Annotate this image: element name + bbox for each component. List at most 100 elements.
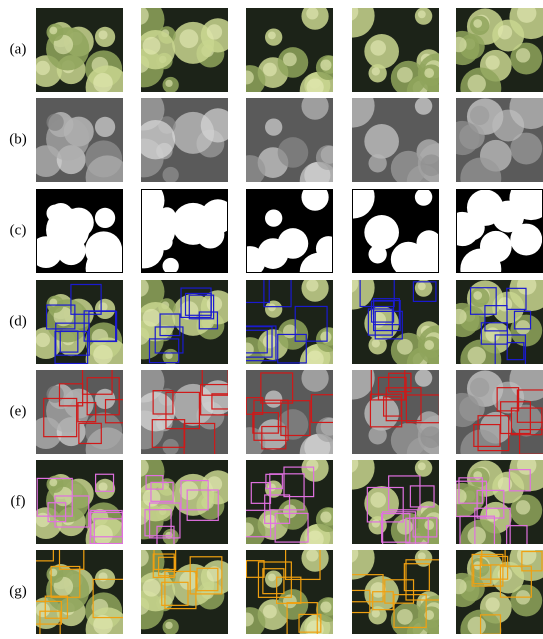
canopy-blob (470, 197, 489, 216)
canopy-highlight (397, 609, 413, 625)
canopy-highlight (372, 609, 380, 617)
canopy-blob (368, 245, 386, 263)
row-label: (g) (9, 583, 27, 599)
canopy-highlight (468, 347, 486, 365)
canopy-highlight (268, 484, 276, 492)
image-tile (235, 3, 341, 111)
canopy-highlight (451, 309, 466, 324)
canopy-highlight (268, 32, 276, 40)
canopy-blob (316, 145, 341, 170)
canopy-highlight (397, 339, 413, 355)
image-tile (445, 268, 543, 381)
image-tile (30, 8, 129, 109)
canopy-highlight (179, 481, 198, 500)
image-tile (331, 84, 458, 198)
canopy-blob (415, 97, 432, 114)
canopy-blob (265, 118, 282, 135)
row-label: (f) (11, 493, 26, 509)
canopy-blob (470, 378, 489, 397)
image-tile (445, 86, 543, 199)
image-tile (123, 0, 235, 93)
canopy-highlight (370, 312, 386, 328)
canopy-blob (265, 390, 282, 407)
canopy-highlight (485, 597, 499, 611)
canopy-highlight (240, 522, 254, 536)
canopy-highlight (473, 19, 482, 28)
canopy-blob (235, 427, 266, 458)
canopy-highlight (372, 339, 380, 347)
canopy-highlight (485, 55, 499, 69)
canopy-blob (364, 396, 399, 431)
canopy-highlight (165, 622, 172, 629)
canopy-highlight (143, 309, 161, 327)
canopy-highlight (397, 67, 413, 83)
canopy-highlight (179, 29, 198, 48)
canopy-blob (445, 393, 479, 427)
image-tile (331, 446, 458, 560)
image-tile (235, 365, 341, 473)
canopy-highlight (306, 549, 318, 561)
image-tile (30, 367, 129, 471)
image-tile (445, 358, 543, 471)
canopy-blob (136, 120, 175, 159)
canopy-highlight (50, 479, 58, 487)
canopy-highlight (473, 291, 482, 300)
canopy-highlight (240, 612, 254, 626)
canopy-highlight (517, 275, 536, 294)
canopy-highlight (283, 53, 297, 67)
canopy-blob (368, 426, 386, 444)
image-tile (331, 0, 458, 108)
image-tile (235, 545, 341, 634)
canopy-blob (391, 242, 426, 277)
image-tile (30, 98, 129, 199)
canopy-highlight (207, 296, 222, 311)
canopy-blob (420, 154, 442, 176)
canopy-blob (316, 417, 341, 442)
row-label: (b) (9, 131, 27, 147)
canopy-blob (301, 365, 328, 392)
canopy-highlight (207, 476, 222, 491)
canopy-highlight (268, 304, 276, 312)
canopy-highlight (418, 282, 426, 290)
canopy-blob (391, 423, 426, 458)
image-tile (445, 0, 543, 108)
canopy-highlight (320, 59, 331, 70)
image-tile (123, 361, 235, 460)
canopy-highlight (268, 574, 276, 582)
page: (a)(b)(c)(d)(e)(f)(g) (() => { const dat… (0, 0, 543, 634)
canopy-highlight (517, 3, 536, 22)
canopy-highlight (339, 274, 359, 294)
canopy-highlight (98, 302, 107, 311)
canopy-highlight (93, 345, 113, 365)
image-tile (235, 93, 341, 201)
canopy-highlight (372, 67, 380, 75)
image-tile (235, 184, 341, 292)
image-tile (331, 175, 458, 289)
canopy-highlight (424, 68, 434, 78)
row-label: (c) (10, 222, 27, 238)
canopy-highlight (370, 492, 386, 508)
canopy-blob (470, 106, 489, 125)
canopy-highlight (485, 507, 499, 521)
canopy-highlight (130, 458, 149, 477)
canopy-highlight (36, 61, 50, 75)
canopy-highlight (143, 579, 161, 597)
canopy-blob (420, 426, 442, 448)
canopy-blob (46, 205, 63, 222)
canopy-highlight (143, 37, 161, 55)
canopy-highlight (207, 24, 222, 39)
canopy-blob (364, 124, 399, 159)
canopy-highlight (516, 320, 530, 334)
canopy-highlight (468, 527, 486, 545)
canopy-blob (415, 188, 432, 205)
canopy-highlight (451, 579, 466, 594)
canopy-highlight (306, 530, 323, 547)
canopy-highlight (93, 525, 113, 545)
canopy-highlight (516, 500, 530, 514)
row-label: (d) (9, 313, 27, 329)
canopy-highlight (240, 70, 254, 84)
canopy-highlight (306, 7, 318, 19)
image-tile (123, 180, 235, 275)
canopy-highlight (424, 520, 434, 530)
canopy-blob (278, 228, 309, 259)
